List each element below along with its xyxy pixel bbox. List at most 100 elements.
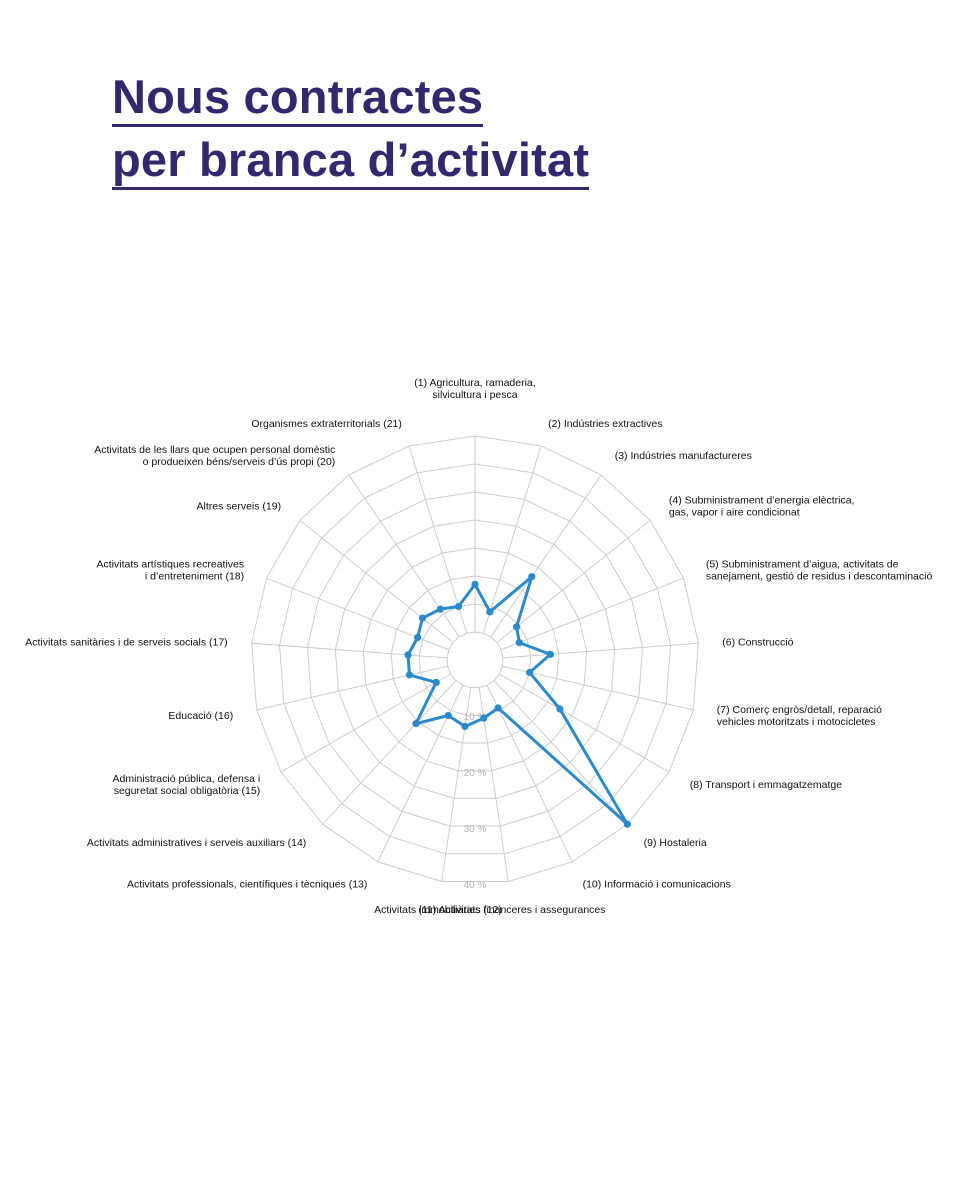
category-label-10: (10) Informació i comunicacions xyxy=(583,878,731,890)
grid-spoke-16 xyxy=(256,665,448,711)
title-block: Nous contractes per branca d’activitat xyxy=(112,70,590,196)
category-label-2: (2) Indústries extractives xyxy=(548,418,662,430)
grid-ring-30 xyxy=(306,491,644,827)
category-label-19: Altres serveis (19) xyxy=(196,500,281,512)
category-label-line: silvicultura i pesca xyxy=(432,389,517,401)
category-label-21: Organismes extraterritorials (21) xyxy=(251,418,402,430)
category-label-line: Activitats de les llars que ocupen perso… xyxy=(94,444,335,456)
page-title-line-2: per branca d’activitat xyxy=(112,133,590,190)
data-point-15 xyxy=(432,678,440,687)
data-point-11 xyxy=(480,714,488,722)
category-label-16: Educació (16) xyxy=(168,710,233,722)
data-point-4 xyxy=(512,623,521,631)
page-title-line-1: Nous contractes xyxy=(112,70,484,127)
grid-spoke-21 xyxy=(408,445,468,634)
category-label-line: (1) Agricultura, ramaderia, xyxy=(414,377,535,389)
grid-spoke-3 xyxy=(490,474,602,638)
category-label-20: Activitats de les llars que ocupen perso… xyxy=(94,444,335,468)
grid-ring-35 xyxy=(279,463,671,855)
data-point-14 xyxy=(412,720,420,728)
grid-spoke-4 xyxy=(496,519,651,643)
category-label-line: (4) Subministrament d’energia elèctrica, xyxy=(669,494,855,506)
category-label-9: (9) Hostaleria xyxy=(644,837,707,849)
grid-spoke-9 xyxy=(493,680,628,825)
data-point-13 xyxy=(444,711,452,720)
grid-spoke-15 xyxy=(280,673,452,773)
category-label-6: (6) Construcció xyxy=(722,636,793,648)
category-label-8: (8) Transport i emmagatzematge xyxy=(690,779,842,791)
tick-label: 30 % xyxy=(464,824,487,835)
category-label-12: Activitats immobiliàries (12) xyxy=(374,904,502,916)
grid-spoke-14 xyxy=(322,680,457,825)
category-label-3: (3) Indústries manufactureres xyxy=(615,450,752,462)
category-label-line: (3) Indústries manufactureres xyxy=(615,450,752,462)
category-label-line: (10) Informació i comunicacions xyxy=(583,878,731,890)
category-label-line: vehicles motoritzats i motocicletes xyxy=(717,716,876,728)
category-label-line: Educació (16) xyxy=(168,710,233,722)
category-label-1: (1) Agricultura, ramaderia, silvicultura … xyxy=(414,377,535,401)
category-label-line: Activitats sanitàries i de serveis socia… xyxy=(25,636,228,648)
category-label-11: (11) Activitats financeres i assegurance… xyxy=(418,904,605,916)
category-label-line: Organismes extraterritorials (21) xyxy=(251,418,402,430)
data-point-12 xyxy=(461,722,469,731)
data-point-2 xyxy=(486,608,494,616)
grid-spoke-6 xyxy=(502,642,699,659)
category-label-14: Activitats administratives i serveis aux… xyxy=(87,837,306,849)
category-label-7: (7) Comerç engròs/detall, reparació vehic… xyxy=(717,704,882,728)
grid-ring-25 xyxy=(334,519,616,799)
grid-spoke-10 xyxy=(486,685,573,863)
data-point-21 xyxy=(454,602,463,611)
grid-spoke-7 xyxy=(502,665,694,711)
category-label-17: Activitats sanitàries i de serveis socia… xyxy=(25,636,228,648)
category-label-line: (11) Activitats financeres i assegurance… xyxy=(418,904,605,916)
data-point-10 xyxy=(494,704,502,712)
category-label-line: i d’entreteniment (18) xyxy=(145,570,244,582)
grid-spoke-19 xyxy=(299,519,454,643)
category-label-4: (4) Subministrament d’energia elèctrica,… xyxy=(669,494,855,518)
category-label-line: Activitats professionals, científiques i… xyxy=(127,878,367,890)
data-point-3 xyxy=(528,573,536,581)
category-label-line: (5) Subministrament d’aigua, activitats … xyxy=(706,558,899,570)
grid-spoke-18 xyxy=(266,577,450,651)
tick-label: 10 % xyxy=(464,712,487,723)
category-label-15: Administració pública, defensa i segureta… xyxy=(113,773,261,797)
category-label-18: Activitats artístiques recreatives i d’en… xyxy=(97,558,245,582)
grid-spoke-12 xyxy=(441,687,472,882)
category-label-line: Activitats artístiques recreatives xyxy=(97,558,245,570)
category-label-line: (8) Transport i emmagatzematge xyxy=(690,779,842,791)
data-point-8 xyxy=(556,705,564,713)
data-point-18 xyxy=(414,633,422,642)
grid-spoke-17 xyxy=(251,642,448,659)
category-label-line: gas, vapor i aire condicionat xyxy=(669,506,800,518)
data-point-20 xyxy=(436,605,444,613)
category-label-line: (6) Construcció xyxy=(722,636,793,648)
category-label-line: Altres serveis (19) xyxy=(196,500,281,512)
category-label-line: sanejament, gestió de residus i desconta… xyxy=(706,570,933,582)
data-point-16 xyxy=(405,671,414,679)
grid-ring-15 xyxy=(390,575,560,744)
tick-label: 40 % xyxy=(464,880,487,891)
tick-label: 20 % xyxy=(464,768,487,779)
series-line xyxy=(406,575,629,826)
data-point-6 xyxy=(546,650,554,658)
category-label-line: Administració pública, defensa i xyxy=(113,773,261,785)
category-label-line: Activitats administratives i serveis aux… xyxy=(87,837,306,849)
grid-ring-10 xyxy=(418,603,532,716)
category-label-line: (2) Indústries extractives xyxy=(548,418,662,430)
data-point-1 xyxy=(471,580,479,589)
data-point-17 xyxy=(404,651,412,659)
category-label-5: (5) Subministrament d’aigua, activitats … xyxy=(706,558,933,582)
grid-spoke-5 xyxy=(500,577,684,651)
category-label-line: (7) Comerç engròs/detall, reparació xyxy=(717,704,882,716)
category-label-13: Activitats professionals, científiques i… xyxy=(127,878,367,890)
grid-spoke-8 xyxy=(498,673,670,773)
grid-ring-40 xyxy=(251,435,699,882)
data-point-19 xyxy=(418,614,427,622)
data-point-5 xyxy=(515,639,523,647)
category-label-line: seguretat social obligatòria (15) xyxy=(114,785,261,797)
data-point-9 xyxy=(623,820,631,828)
grid-ring-5 xyxy=(446,631,504,689)
category-label-line: o produeixen béns/serveis d’ús propi (20… xyxy=(143,456,336,468)
data-point-7 xyxy=(525,668,534,677)
